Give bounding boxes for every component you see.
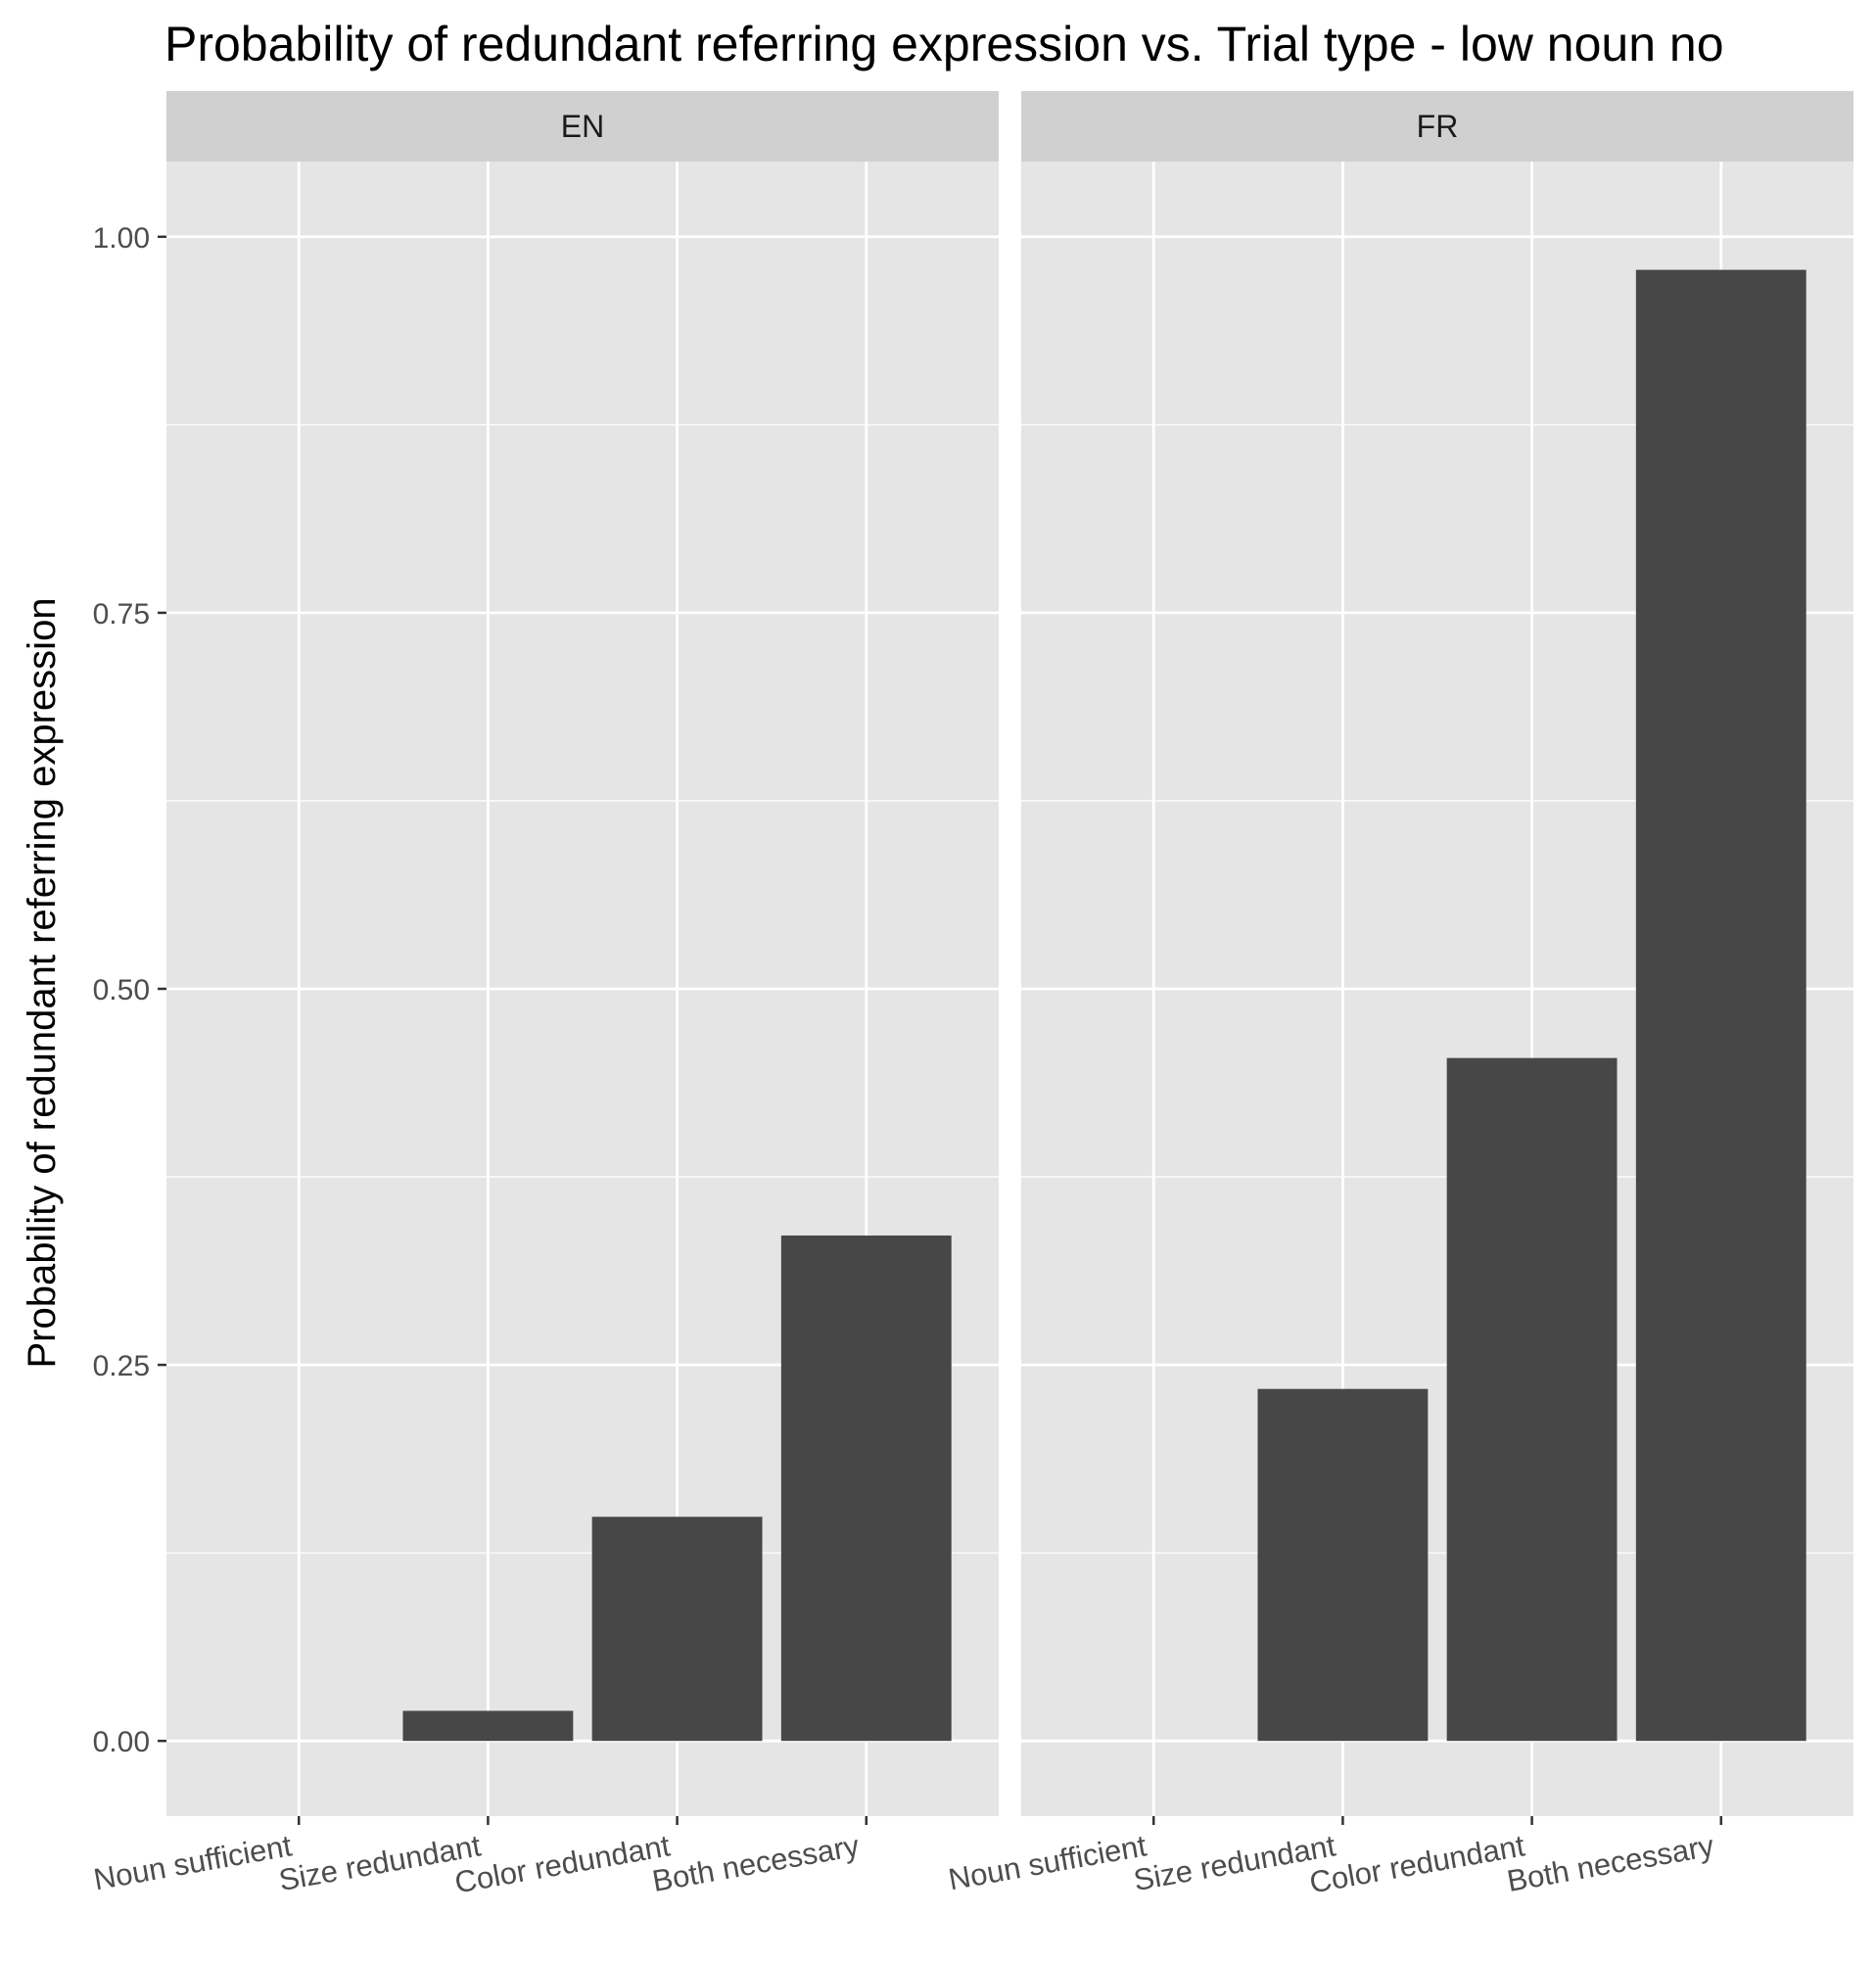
x-tick-label: Both necessary	[649, 1828, 862, 1898]
x-tick-label: Size redundant	[1131, 1828, 1338, 1897]
y-tick-label: 0.75	[93, 598, 150, 631]
y-axis-title: Probability of redundant referring expre…	[21, 597, 64, 1368]
y-tick-label: 1.00	[93, 222, 150, 255]
x-tick-label: Noun sufficient	[91, 1828, 295, 1896]
facet-strip-label: FR	[1417, 109, 1459, 144]
facet-strip	[1021, 91, 1853, 162]
y-tick-label: 0.25	[93, 1350, 150, 1382]
y-tick-label: 0.50	[93, 974, 150, 1006]
y-tick-label: 0.00	[93, 1726, 150, 1758]
bar-fr-size-redundant	[1257, 1388, 1429, 1742]
facet-strip-label: EN	[561, 109, 604, 144]
facet-strip	[166, 91, 999, 162]
x-tick-label: Color redundant	[1307, 1828, 1527, 1899]
chart-title: Probability of redundant referring expre…	[164, 17, 1724, 71]
bar-en-size-redundant	[402, 1710, 574, 1742]
x-tick-label: Both necessary	[1504, 1828, 1716, 1898]
x-tick-label: Color redundant	[452, 1828, 673, 1899]
bar-fr-color-redundant	[1446, 1057, 1618, 1742]
y-axis: 0.00 0.25 0.50 0.75 1.00	[93, 222, 166, 1758]
x-tick-label: Noun sufficient	[946, 1828, 1149, 1896]
bar-en-both-necessary	[780, 1235, 952, 1742]
bar-en-color-redundant	[591, 1517, 763, 1742]
x-tick-label: Size redundant	[276, 1828, 484, 1897]
bar-fr-both-necessary	[1635, 269, 1806, 1742]
